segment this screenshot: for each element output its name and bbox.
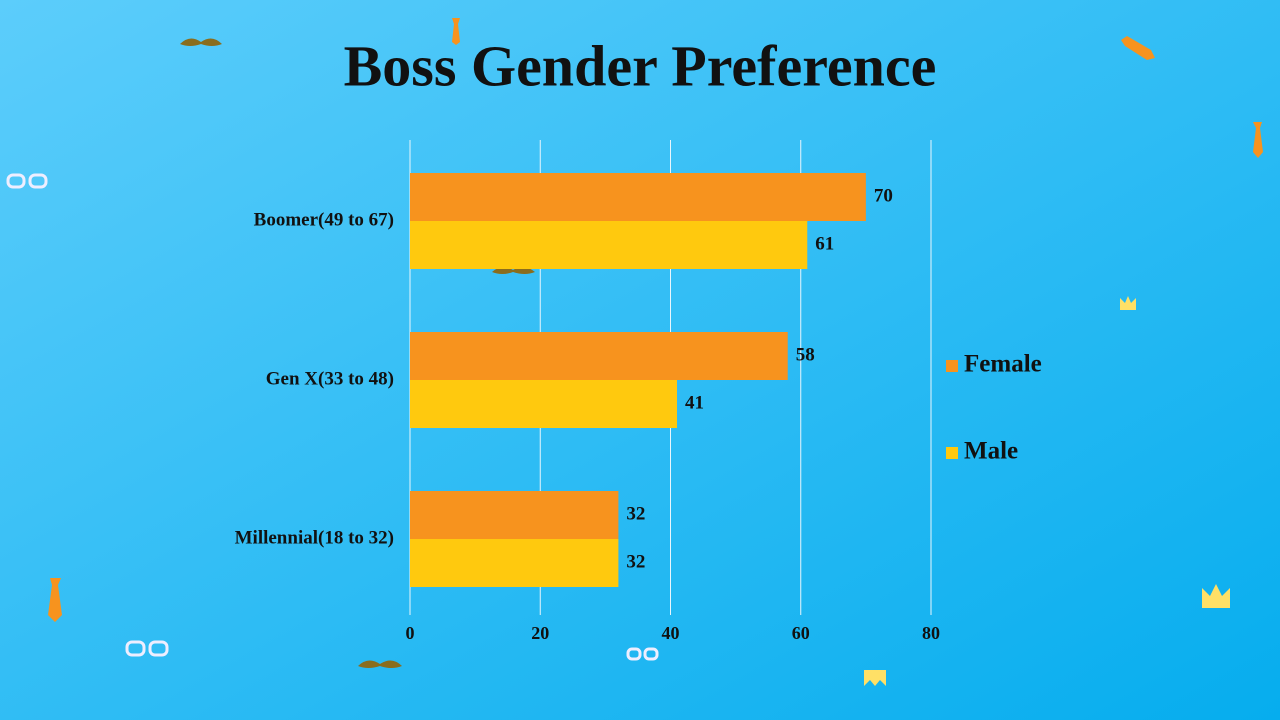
bar bbox=[410, 221, 808, 269]
tie-icon bbox=[48, 18, 1263, 622]
data-label: 32 bbox=[626, 503, 645, 524]
crown-icon bbox=[864, 296, 1230, 686]
x-tick-label: 80 bbox=[922, 623, 940, 643]
decorations bbox=[6, 18, 1263, 686]
legend-swatch bbox=[946, 447, 958, 459]
bar bbox=[410, 380, 678, 428]
data-label: 61 bbox=[815, 233, 834, 254]
bar bbox=[410, 539, 619, 587]
data-label: 32 bbox=[626, 551, 645, 572]
data-label: 41 bbox=[685, 392, 704, 413]
legend-swatch bbox=[946, 360, 958, 372]
chart-title: Boss Gender Preference bbox=[344, 33, 937, 98]
data-label: 58 bbox=[796, 344, 815, 365]
bar bbox=[410, 491, 619, 539]
bar bbox=[410, 173, 866, 221]
data-label: 70 bbox=[874, 185, 893, 206]
glasses-icon bbox=[6, 173, 659, 661]
legend-label: Female bbox=[964, 351, 1042, 378]
bar bbox=[410, 332, 788, 380]
x-tick-label: 20 bbox=[531, 623, 549, 643]
y-tick-label: Boomer(49 to 67) bbox=[254, 209, 394, 230]
y-tick-label: Millennial(18 to 32) bbox=[235, 527, 394, 548]
x-tick-label: 60 bbox=[792, 623, 810, 643]
y-tick-label: Gen X(33 to 48) bbox=[266, 368, 394, 389]
x-tick-label: 0 bbox=[406, 623, 415, 643]
mustache-icon bbox=[358, 660, 402, 668]
legend-label: Male bbox=[964, 438, 1018, 465]
mustache-icon bbox=[180, 38, 222, 46]
x-tick-label: 40 bbox=[662, 623, 680, 643]
